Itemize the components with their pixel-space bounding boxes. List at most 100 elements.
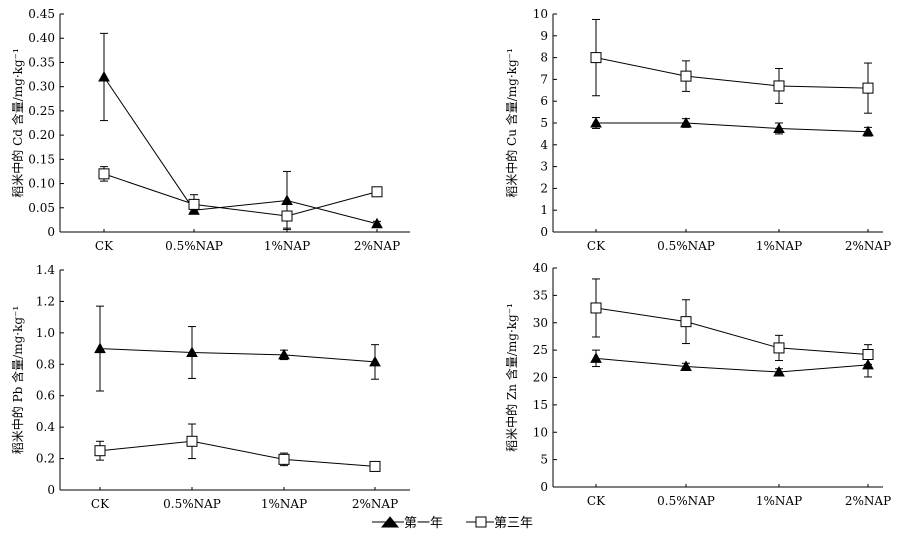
cu-x-tick-label: 1%NAP bbox=[756, 239, 802, 253]
cu-x-tick-label: 0.5%NAP bbox=[657, 239, 715, 253]
zn-y-tick-label: 20 bbox=[533, 371, 548, 385]
legend: 第一年 第三年 bbox=[372, 516, 533, 531]
cd-series-line-year3 bbox=[103, 173, 378, 217]
cd-x-tick-label: 2%NAP bbox=[354, 239, 400, 253]
legend-label-year3: 第三年 bbox=[494, 516, 533, 531]
zn-point-year3 bbox=[590, 302, 602, 314]
zn-y-tick-label: 40 bbox=[533, 261, 548, 275]
cu-y-tick-label: 8 bbox=[540, 51, 548, 65]
cd-y-tick-label: 0.05 bbox=[28, 201, 55, 215]
cd-point-year3 bbox=[281, 210, 293, 222]
cu-y-tick-label: 7 bbox=[540, 72, 548, 86]
pb-y-tick-label: 0.4 bbox=[36, 420, 55, 434]
zn-y-tick-label: 25 bbox=[533, 343, 548, 357]
cd-series-line-year1 bbox=[103, 76, 378, 225]
cu-point-year3 bbox=[862, 82, 874, 94]
pb-point-year1 bbox=[94, 342, 106, 354]
pb-y-tick-label: 0.6 bbox=[36, 389, 55, 403]
pb-series-line-year3 bbox=[99, 440, 376, 467]
cu-x-tick-label: CK bbox=[587, 239, 606, 253]
pb-x-tick-label: 2%NAP bbox=[352, 497, 398, 511]
pb-x-tick-label: 0.5%NAP bbox=[163, 497, 221, 511]
cd-x-tick-label: 1%NAP bbox=[264, 239, 310, 253]
cd-y-axis-label: 稻米中的 Cd 含量/mg·kg⁻¹ bbox=[10, 48, 25, 198]
cu-y-tick-label: 0 bbox=[540, 225, 548, 239]
legend-item-year1: 第一年 bbox=[372, 516, 443, 531]
zn-y-axis-label: 稻米中的 Zn 含量/mg·kg⁻¹ bbox=[504, 303, 519, 452]
zn-x-tick-label: CK bbox=[587, 494, 606, 508]
cu-y-tick-label: 4 bbox=[540, 138, 548, 152]
open-square-icon bbox=[475, 516, 487, 528]
zn-y-tick-label: 5 bbox=[540, 453, 548, 467]
cu-y-tick-label: 6 bbox=[540, 94, 548, 108]
pb-y-axis-label: 稻米中的 Pb 含量/mg·kg⁻¹ bbox=[10, 306, 25, 454]
cu-point-year1 bbox=[862, 125, 874, 137]
cu-y-tick-label: 10 bbox=[533, 7, 548, 21]
cu-y-tick-label: 9 bbox=[540, 29, 548, 43]
cd-y-tick-label: 0.10 bbox=[28, 177, 55, 191]
zn-y-tick-label: 35 bbox=[533, 288, 548, 302]
pb-x-tick-label: CK bbox=[91, 497, 110, 511]
cd-y-tick-label: 0.25 bbox=[28, 104, 55, 118]
pb-point-year3 bbox=[186, 435, 198, 447]
legend-label-year1: 第一年 bbox=[404, 516, 443, 531]
cd-y-tick-label: 0.15 bbox=[28, 152, 55, 166]
pb-point-year1 bbox=[278, 348, 290, 360]
legend-item-year3: 第三年 bbox=[466, 516, 533, 531]
zn-x-tick-label: 0.5%NAP bbox=[657, 494, 715, 508]
pb-chart-panel: 0 0.2 0.4 0.6 0.8 1.0 1.2 1.4 CK 0.5%NAP 1%NAP 2%NA… bbox=[10, 263, 410, 511]
zn-x-tick-label: 1%NAP bbox=[756, 494, 802, 508]
zn-point-year1 bbox=[773, 365, 785, 377]
cd-x-tick-label: CK bbox=[95, 239, 114, 253]
cd-point-year1 bbox=[98, 70, 110, 82]
pb-x-tick-label: 1%NAP bbox=[261, 497, 307, 511]
cd-y-tick-label: 0.45 bbox=[28, 7, 55, 21]
cu-y-tick-label: 3 bbox=[540, 160, 548, 174]
cu-chart-panel: 0 1 2 3 4 5 6 7 8 9 10 CK 0.5%NAP 1%NAP 2%NAP 稻米中的 Cu 含… bbox=[504, 7, 891, 253]
cu-point-year1 bbox=[680, 116, 692, 128]
zn-series-line-year3 bbox=[595, 307, 869, 356]
pb-point-year1 bbox=[369, 355, 381, 367]
zn-y-tick-label: 0 bbox=[540, 480, 548, 494]
pb-y-tick-label: 1.4 bbox=[36, 263, 55, 277]
cd-point-year1 bbox=[281, 194, 293, 206]
cu-series-line-year3 bbox=[595, 57, 869, 89]
zn-y-tick-label: 30 bbox=[533, 316, 548, 330]
zn-point-year1 bbox=[590, 352, 602, 363]
zn-point-year1 bbox=[680, 360, 692, 372]
pb-series-line-year1 bbox=[99, 348, 376, 363]
zn-point-year3 bbox=[773, 342, 785, 354]
cd-point-year3 bbox=[371, 186, 383, 198]
cu-x-tick-label: 2%NAP bbox=[845, 239, 891, 253]
cu-point-year3 bbox=[680, 70, 692, 82]
cd-chart-panel: 0 0.05 0.10 0.15 0.20 0.25 0.30 0.35 0.40 0.45 CK 0… bbox=[10, 7, 410, 253]
cd-point-year3 bbox=[98, 168, 110, 180]
cu-y-tick-label: 1 bbox=[540, 203, 548, 217]
pb-point-year3 bbox=[94, 445, 106, 457]
zn-y-tick-label: 15 bbox=[533, 398, 548, 412]
cd-y-tick-label: 0.20 bbox=[28, 128, 55, 142]
pb-point-year1 bbox=[186, 346, 198, 357]
zn-y-tick-label: 10 bbox=[533, 425, 548, 439]
pb-y-tick-label: 1.2 bbox=[36, 294, 55, 308]
zn-x-tick-label: 2%NAP bbox=[845, 494, 891, 508]
cd-y-tick-label: 0.35 bbox=[28, 55, 55, 69]
cd-y-tick-label: 0 bbox=[47, 225, 55, 239]
pb-y-tick-label: 0 bbox=[47, 483, 55, 497]
pb-y-tick-label: 1.0 bbox=[36, 326, 55, 340]
cu-point-year1 bbox=[773, 122, 785, 133]
pb-point-year3 bbox=[278, 453, 290, 465]
cd-point-year1 bbox=[371, 217, 383, 229]
cu-point-year3 bbox=[590, 52, 602, 64]
cd-y-tick-label: 0.40 bbox=[28, 31, 55, 45]
pb-y-tick-label: 0.8 bbox=[36, 357, 55, 371]
cu-point-year3 bbox=[773, 80, 785, 92]
zn-chart-panel: 0 5 10 15 20 25 30 35 40 CK 0.5%NAP 1%NAP 2%NAP 稻米中的 … bbox=[504, 261, 891, 508]
cd-x-tick-label: 0.5%NAP bbox=[165, 239, 223, 253]
zn-series-line-year1 bbox=[595, 357, 869, 373]
cu-y-tick-label: 2 bbox=[540, 181, 548, 195]
cd-y-tick-label: 0.30 bbox=[28, 80, 55, 94]
cu-y-axis-label: 稻米中的 Cu 含量/mg·kg⁻¹ bbox=[504, 48, 519, 198]
zn-point-year3 bbox=[862, 349, 874, 361]
